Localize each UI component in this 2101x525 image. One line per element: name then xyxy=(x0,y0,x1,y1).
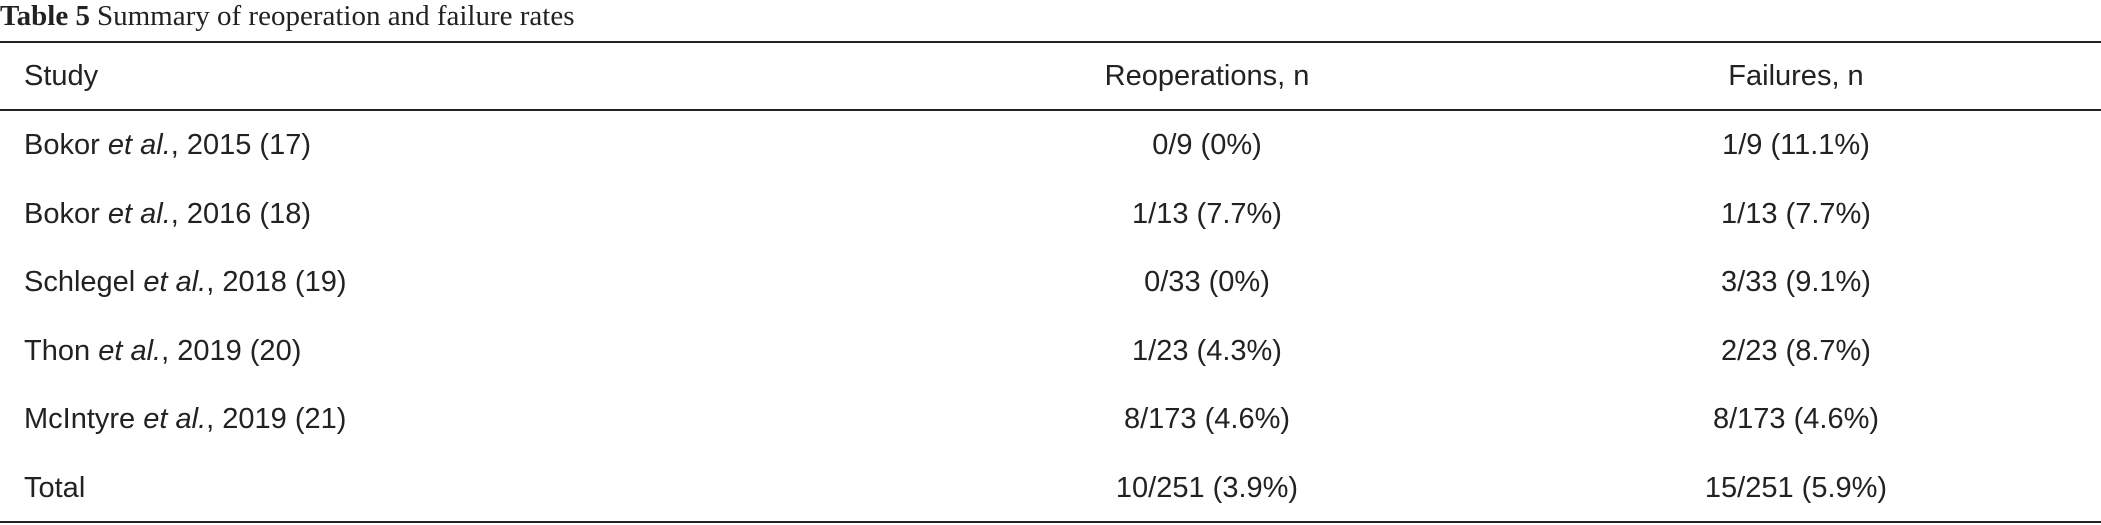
study-detail: , 2018 (19) xyxy=(206,266,347,299)
study-et-al: et al. xyxy=(98,334,162,367)
failures-cell: 1/9 (11.1%) xyxy=(1722,129,1870,161)
study-cell: Bokor et al., 2016 (18) xyxy=(24,194,311,234)
table-label: Table 5 xyxy=(0,0,90,32)
study-cell: Bokor et al., 2015 (17) xyxy=(24,125,311,165)
reoperations-cell: 0/33 (0%) xyxy=(1144,266,1270,299)
study-et-al: et al. xyxy=(143,266,207,299)
column-header: Failures, n xyxy=(1728,60,1864,92)
study-cell: McIntyre et al., 2019 (21) xyxy=(24,399,346,439)
study-et-al: et al. xyxy=(143,403,207,436)
study-author: Bokor xyxy=(24,197,100,230)
failures-cell: 2/23 (8.7%) xyxy=(1721,334,1871,367)
column-header: Reoperations, n xyxy=(1104,60,1310,92)
bottom-rule xyxy=(0,521,2101,523)
study-cell: Total xyxy=(24,468,85,508)
reoperations-cell: 1/13 (7.7%) xyxy=(1132,197,1282,230)
study-et-al: et al. xyxy=(107,197,171,230)
failures-cell: 1/13 (7.7%) xyxy=(1721,197,1871,230)
column-header: Study xyxy=(24,60,99,92)
study-cell: Schlegel et al., 2018 (19) xyxy=(24,262,347,302)
failures-cell: 8/173 (4.6%) xyxy=(1712,403,1880,436)
table-caption: Table 5 Summary of reoperation and failur… xyxy=(0,0,575,32)
top-rule xyxy=(0,41,2101,43)
failures-cell: 3/33 (9.1%) xyxy=(1721,266,1871,299)
study-et-al: et al. xyxy=(107,129,171,161)
study-detail: , 2016 (18) xyxy=(170,197,312,230)
study-detail: , 2019 (21) xyxy=(206,403,347,436)
study-author: McIntyre xyxy=(24,403,136,436)
study-cell: Thon et al., 2019 (20) xyxy=(24,331,301,371)
table-title: Summary of reoperation and failure rates xyxy=(97,0,575,32)
reoperations-cell: 0/9 (0%) xyxy=(1152,129,1262,161)
study-author: Total xyxy=(24,472,86,504)
study-author: Thon xyxy=(24,334,91,367)
failures-cell: 15/251 (5.9%) xyxy=(1704,472,1888,504)
reoperations-cell: 1/23 (4.3%) xyxy=(1132,334,1282,367)
study-detail: , 2019 (20) xyxy=(161,334,302,367)
study-detail: , 2015 (17) xyxy=(170,129,312,161)
study-author: Bokor xyxy=(24,129,100,161)
reoperations-cell: 8/173 (4.6%) xyxy=(1123,403,1291,436)
header-rule xyxy=(0,109,2101,111)
study-author: Schlegel xyxy=(24,266,136,299)
reoperations-cell: 10/251 (3.9%) xyxy=(1115,472,1299,504)
